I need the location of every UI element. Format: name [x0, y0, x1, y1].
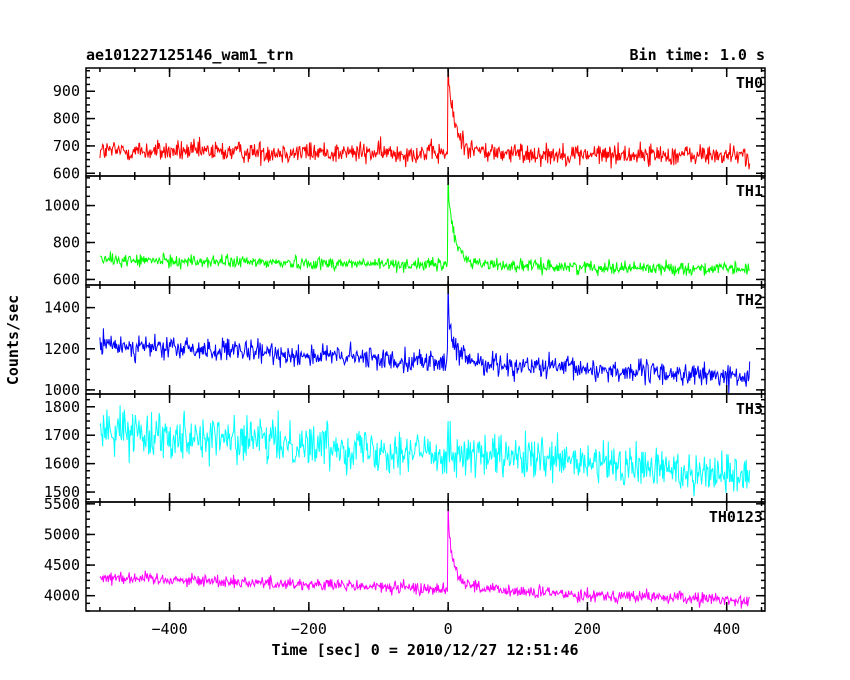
- x-tick-label: −400: [152, 620, 188, 638]
- panel-label-th0: TH0: [736, 74, 763, 92]
- series-line-th3: [99, 405, 751, 497]
- y-tick-label: 800: [53, 234, 80, 252]
- series-line-th2: [99, 285, 751, 394]
- bin-time-label: Bin time: 1.0 s: [630, 46, 765, 64]
- x-tick-label: −200: [291, 620, 327, 638]
- panel-th0123: 4000 4500 5000 5500 TH0123: [44, 495, 766, 612]
- panel-frame: [85, 501, 766, 612]
- chart-title: ae101227125146_wam1_trn: [86, 46, 294, 64]
- y-tick-label: 1200: [44, 340, 80, 358]
- y-tick-label: 4500: [44, 556, 80, 574]
- y-axis-label: Counts/sec: [4, 295, 22, 385]
- series-line-th0123: [99, 502, 751, 609]
- y-tick-label: 1400: [44, 299, 80, 317]
- y-tick-label: 5000: [44, 525, 80, 543]
- x-axis: −400 −200 0 200 400: [152, 620, 741, 638]
- y-tick-label: 800: [53, 110, 80, 128]
- y-tick-label: 1500: [44, 483, 80, 501]
- panel-th0: 600 700 800 900 TH0: [53, 67, 766, 182]
- y-tick-label: 600: [53, 164, 80, 182]
- y-tick-label: 1800: [44, 398, 80, 416]
- panel-th2: 1000 1200 1400 TH2: [44, 284, 766, 399]
- panel-label-th2: TH2: [736, 291, 763, 309]
- panel-frame: [85, 67, 766, 177]
- y-tick-label: 600: [53, 270, 80, 288]
- y-tick-label: 1600: [44, 455, 80, 473]
- y-tick-label: 1700: [44, 426, 80, 444]
- series-line-th0: [99, 68, 751, 170]
- panel-label-th1: TH1: [736, 182, 763, 200]
- panels: 600 700 800 900 TH0 600 800 1000 TH1 1000 1200 1400…: [44, 67, 766, 612]
- y-tick-label: 900: [53, 82, 80, 100]
- y-tick-label: 1000: [44, 381, 80, 399]
- x-tick-label: 400: [713, 620, 740, 638]
- x-tick-label: 200: [574, 620, 601, 638]
- panel-label-th3: TH3: [736, 400, 763, 418]
- y-tick-label: 700: [53, 137, 80, 155]
- panel-th1: 600 800 1000 TH1: [44, 175, 766, 288]
- y-tick-label: 5500: [44, 495, 80, 513]
- y-tick-label: 1000: [44, 197, 80, 215]
- series-line-th1: [99, 176, 750, 277]
- x-tick-label: 0: [444, 620, 453, 638]
- x-axis-label: Time [sec] 0 = 2010/12/27 12:51:46: [271, 641, 578, 659]
- y-tick-label: 4000: [44, 587, 80, 605]
- panel-th3: 1500 1600 1700 1800 TH3: [44, 393, 766, 503]
- panel-label-th0123: TH0123: [709, 508, 763, 526]
